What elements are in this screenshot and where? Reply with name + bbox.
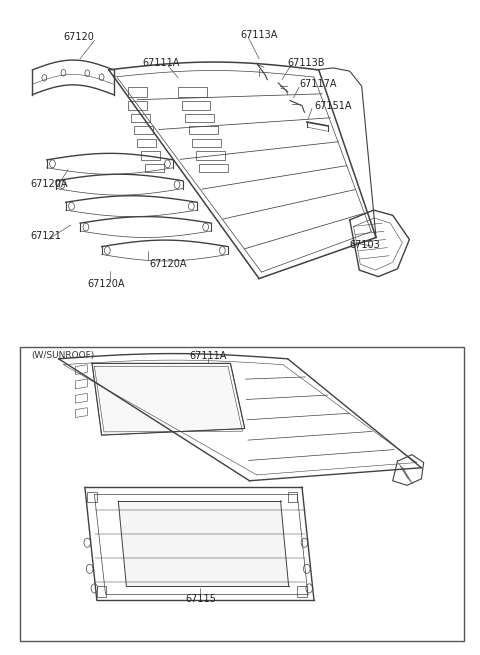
Text: 67120A: 67120A <box>149 259 187 269</box>
Text: 67113A: 67113A <box>240 30 277 41</box>
Text: 67103: 67103 <box>350 240 381 250</box>
Text: 67120: 67120 <box>63 32 94 43</box>
Text: (W/SUNROOF): (W/SUNROOF) <box>31 351 94 360</box>
Bar <box>21 347 464 641</box>
Polygon shape <box>92 364 245 435</box>
Text: 67115: 67115 <box>185 595 216 605</box>
Text: 67117A: 67117A <box>300 79 337 89</box>
Text: 67121: 67121 <box>30 231 61 241</box>
Polygon shape <box>118 501 288 586</box>
Text: 67111A: 67111A <box>189 350 226 360</box>
Text: 67111A: 67111A <box>142 58 180 68</box>
Text: 67120A: 67120A <box>87 280 125 290</box>
Text: 67151A: 67151A <box>314 101 351 111</box>
Text: 67113B: 67113B <box>288 58 325 68</box>
Text: 67120A: 67120A <box>30 179 68 189</box>
